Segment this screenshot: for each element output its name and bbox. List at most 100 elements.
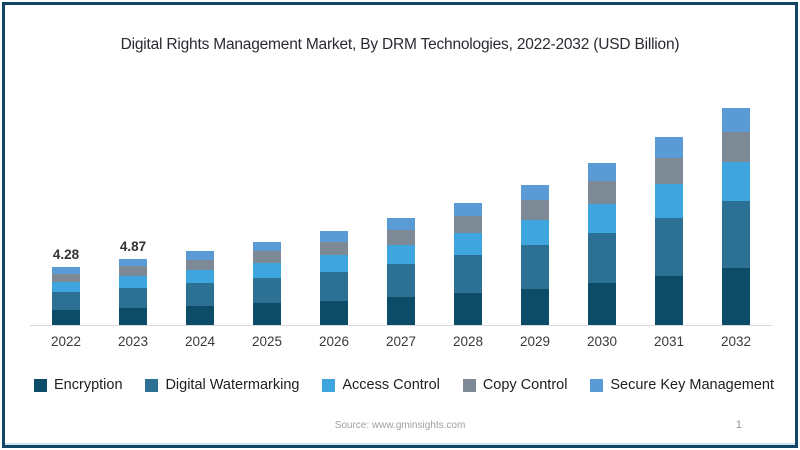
x-tick-2024: 2024: [184, 334, 216, 349]
bar-value-label: 4.28: [52, 247, 80, 263]
x-axis-ticks: 2022 2023 2024 2025 2026 2027 2028 2029 2030 2031…: [0, 334, 800, 354]
bar-2030: [588, 163, 616, 325]
bar-segment-encryption: [521, 288, 549, 325]
bar-2027: [387, 218, 415, 325]
bar-segment-encryption: [186, 305, 214, 325]
x-tick-2027: 2027: [385, 334, 417, 349]
legend-label: Access Control: [342, 377, 440, 393]
bar-segment-access-control: [454, 233, 482, 256]
bar-segment-digital-watermarking: [52, 292, 80, 310]
x-tick-2028: 2028: [452, 334, 484, 349]
bar-segment-secure-key-management: [119, 259, 147, 267]
bar-2026: [320, 231, 348, 325]
bar-segment-copy-control: [119, 266, 147, 276]
page-number: 1: [735, 419, 742, 431]
bar-segment-digital-watermarking: [722, 201, 750, 269]
bar-segment-secure-key-management: [588, 163, 616, 181]
legend-swatch-encryption: [34, 378, 47, 392]
card-bottom-edge: [5, 443, 795, 445]
plot-area: 4.28 4.87: [30, 107, 772, 326]
x-tick-2031: 2031: [653, 334, 685, 349]
x-tick-2025: 2025: [251, 334, 283, 349]
bar-2032: [722, 107, 750, 325]
x-tick-2022: 2022: [50, 334, 82, 349]
legend-label: Encryption: [54, 377, 123, 393]
bar-segment-access-control: [320, 254, 348, 272]
bar-segment-secure-key-management: [722, 107, 750, 132]
bar-segment-copy-control: [454, 216, 482, 234]
bar-segment-digital-watermarking: [521, 245, 549, 289]
x-tick-2023: 2023: [117, 334, 149, 349]
bar-segment-access-control: [253, 262, 281, 278]
bar-segment-encryption: [52, 310, 80, 325]
bar-segment-access-control: [387, 245, 415, 265]
x-tick-2030: 2030: [586, 334, 618, 349]
bar-segment-access-control: [52, 281, 80, 292]
bar-segment-encryption: [588, 282, 616, 325]
bar-segment-secure-key-management: [320, 231, 348, 242]
bar-segment-secure-key-management: [186, 251, 214, 260]
x-tick-2026: 2026: [318, 334, 350, 349]
bar-segment-access-control: [722, 161, 750, 202]
legend-label: Secure Key Management: [610, 377, 774, 393]
bar-2031: [655, 137, 683, 325]
legend: Encryption Digital Watermarking Access Con…: [34, 377, 774, 393]
legend-label: Copy Control: [482, 377, 568, 393]
legend-item-copy-control: Copy Control: [462, 377, 568, 393]
bar-segment-secure-key-management: [454, 202, 482, 217]
bar-segment-copy-control: [52, 273, 80, 282]
bar-segment-digital-watermarking: [320, 271, 348, 301]
bar-segment-encryption: [119, 307, 147, 325]
legend-swatch-secure-key-management: [590, 378, 604, 392]
bar-segment-digital-watermarking: [186, 283, 214, 306]
bar-segment-encryption: [722, 268, 750, 325]
bar-segment-digital-watermarking: [655, 218, 683, 277]
x-axis-line: [30, 325, 772, 326]
source-text: Source: www.gminsights.com: [334, 420, 466, 431]
x-tick-2032: 2032: [720, 334, 752, 349]
bar-segment-copy-control: [387, 230, 415, 246]
bar-2023: 4.87: [119, 239, 147, 325]
bar-segment-secure-key-management: [253, 241, 281, 252]
bar-segment-encryption: [655, 276, 683, 325]
bar-segment-digital-watermarking: [119, 287, 147, 308]
bar-segment-encryption: [454, 293, 482, 325]
bar-segment-copy-control: [253, 251, 281, 263]
bar-segment-access-control: [186, 269, 214, 284]
bar-2022: 4.28: [52, 247, 80, 325]
legend-item-encryption: Encryption: [34, 377, 123, 393]
bar-segment-digital-watermarking: [387, 264, 415, 298]
bar-segment-digital-watermarking: [253, 277, 281, 304]
bar-segment-digital-watermarking: [454, 255, 482, 294]
bar-segment-access-control: [521, 219, 549, 245]
bar-segment-copy-control: [320, 241, 348, 255]
bar-segment-access-control: [588, 203, 616, 233]
bar-segment-secure-key-management: [52, 267, 80, 274]
legend-swatch-copy-control: [462, 378, 476, 392]
bar-value-label: 4.87: [119, 239, 147, 255]
bar-2028: [454, 202, 482, 325]
bar-2029: [521, 184, 549, 325]
bar-segment-copy-control: [186, 259, 214, 270]
bar-segment-secure-key-management: [387, 218, 415, 231]
bar-segment-copy-control: [655, 158, 683, 185]
bar-segment-access-control: [655, 184, 683, 219]
legend-item-secure-key-management: Secure Key Management: [590, 377, 774, 393]
bar-segment-encryption: [320, 300, 348, 325]
bar-2025: [253, 241, 281, 325]
legend-item-access-control: Access Control: [322, 377, 440, 393]
bar-segment-secure-key-management: [655, 137, 683, 159]
legend-item-digital-watermarking: Digital Watermarking: [145, 377, 299, 393]
legend-swatch-access-control: [322, 378, 336, 392]
bar-segment-secure-key-management: [521, 184, 549, 201]
bar-segment-encryption: [387, 297, 415, 325]
bar-segment-digital-watermarking: [588, 232, 616, 283]
bar-segment-access-control: [119, 275, 147, 288]
bar-segment-copy-control: [588, 180, 616, 204]
legend-label: Digital Watermarking: [165, 377, 300, 393]
bar-segment-copy-control: [722, 131, 750, 162]
bar-segment-encryption: [253, 303, 281, 325]
legend-swatch-digital-watermarking: [145, 378, 159, 392]
bar-2024: [186, 251, 214, 325]
bar-segment-copy-control: [521, 200, 549, 220]
